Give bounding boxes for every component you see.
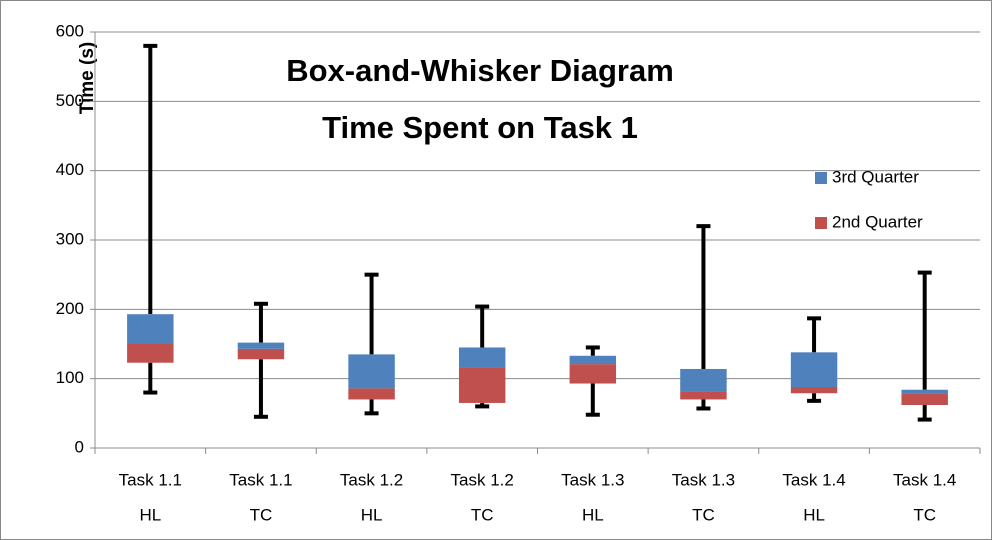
y-tick-label: 600 xyxy=(56,21,84,40)
y-tick-label: 400 xyxy=(56,160,84,179)
y-tick-label: 100 xyxy=(56,368,84,387)
x-tick-label: Task 1.4 xyxy=(782,470,845,489)
box-3rd-quarter xyxy=(127,314,174,344)
box-2nd-quarter xyxy=(458,367,506,403)
box-2nd-quarter xyxy=(237,348,285,360)
x-tick-label: Task 1.4 xyxy=(893,470,956,489)
box-3rd-quarter xyxy=(569,355,617,365)
y-tick-label: 300 xyxy=(56,229,84,248)
legend-swatch xyxy=(815,217,827,229)
box-3rd-quarter xyxy=(458,347,506,368)
legend-swatch xyxy=(815,172,827,184)
y-tick-label: 200 xyxy=(56,299,84,318)
box-2nd-quarter xyxy=(680,391,727,400)
box-2nd-quarter xyxy=(569,364,617,384)
box-2nd-quarter xyxy=(127,344,174,363)
x-tick-label: TC xyxy=(250,505,273,524)
chart-title: Time Spent on Task 1 xyxy=(322,110,638,145)
x-tick-label: Task 1.3 xyxy=(561,470,624,489)
x-tick-label: Task 1.3 xyxy=(672,470,735,489)
x-tick-label: HL xyxy=(582,505,604,524)
box-3rd-quarter xyxy=(790,352,838,387)
x-tick-label: Task 1.1 xyxy=(229,470,292,489)
y-tick-label: 500 xyxy=(56,91,84,110)
x-tick-label: Task 1.1 xyxy=(119,470,182,489)
legend-label: 3rd Quarter xyxy=(832,167,919,186)
x-tick-label: TC xyxy=(913,505,936,524)
chart-title: Box-and-Whisker Diagram xyxy=(286,53,674,88)
box-3rd-quarter xyxy=(680,368,727,392)
x-tick-label: HL xyxy=(803,505,825,524)
y-axis-title: Time (s) xyxy=(77,42,98,115)
box-2nd-quarter xyxy=(901,393,948,406)
x-tick-label: HL xyxy=(361,505,383,524)
x-tick-label: HL xyxy=(139,505,161,524)
box-3rd-quarter xyxy=(348,354,395,389)
box-3rd-quarter xyxy=(901,389,948,394)
box-2nd-quarter xyxy=(348,388,395,400)
x-tick-label: TC xyxy=(692,505,715,524)
x-tick-label: TC xyxy=(471,505,494,524)
legend-label: 2nd Quarter xyxy=(832,212,923,231)
box-3rd-quarter xyxy=(237,342,285,349)
x-tick-label: Task 1.2 xyxy=(451,470,514,489)
box-2nd-quarter xyxy=(790,386,838,394)
y-tick-label: 0 xyxy=(75,437,84,456)
x-tick-label: Task 1.2 xyxy=(340,470,403,489)
